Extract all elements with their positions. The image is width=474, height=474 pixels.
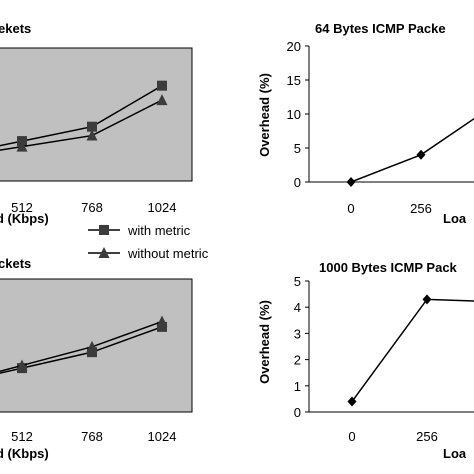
x-tick-label: 256 — [416, 429, 438, 444]
y-axis-label: Overhead (%) — [257, 300, 272, 384]
chart-title: ekets — [0, 21, 31, 36]
triangle-marker — [16, 359, 28, 371]
chart-bottom-left: ckets 512 768 1024 d (Kbps) — [0, 256, 193, 461]
plot-area — [0, 47, 193, 182]
x-axis-label: d (Kbps) — [0, 211, 49, 226]
triangle-marker — [86, 340, 98, 352]
series-line — [0, 85, 163, 147]
diamond-marker — [347, 396, 357, 407]
chart-top-left: ekets 512 768 1024 d (Kbps) — [0, 21, 193, 226]
y-tick-label: 15 — [287, 73, 301, 88]
y-tick-label: 5 — [294, 274, 301, 289]
square-marker — [157, 321, 167, 332]
y-tick-label: 4 — [294, 300, 301, 315]
series-line — [0, 320, 163, 373]
series-line — [0, 326, 163, 374]
triangle-marker — [98, 247, 110, 258]
legend-label: without metric — [127, 246, 209, 261]
x-tick-label: 512 — [11, 429, 33, 444]
x-axis-label: d (Kbps) — [0, 446, 49, 461]
y-tick-label: 2 — [294, 353, 301, 368]
diamond-marker — [416, 149, 426, 160]
chart-top-right: 64 Bytes ICMP Packe Overhead (%) 0256512… — [257, 21, 474, 226]
square-marker — [87, 121, 97, 132]
y-tick-label: 1 — [294, 379, 301, 394]
diamond-marker — [422, 294, 432, 305]
triangle-marker — [156, 94, 168, 106]
x-tick-label: 1024 — [148, 200, 177, 215]
square-marker — [99, 225, 109, 235]
square-marker — [87, 347, 97, 358]
x-tick-label: 0 — [348, 429, 355, 444]
x-tick-label: 512 — [11, 200, 33, 215]
chart-title: ckets — [0, 256, 31, 271]
legend: with metric without metric — [88, 223, 209, 261]
series-line — [350, 117, 474, 183]
x-tick-label: 256 — [410, 201, 432, 216]
x-axis-label: Loa — [443, 211, 467, 226]
y-tick-label: 20 — [287, 39, 301, 54]
x-tick-label: 1024 — [148, 429, 177, 444]
chart-bottom-right: 1000 Bytes ICMP Pack Overhead (%) 0 256 5 1… — [257, 260, 474, 461]
x-axis-label: Loa — [443, 446, 467, 461]
square-marker — [157, 80, 167, 91]
x-tick-label: 0 — [347, 201, 354, 216]
series-line — [351, 298, 474, 402]
chart-title: 64 Bytes ICMP Packe — [315, 21, 446, 36]
y-axis-label: Overhead (%) — [257, 73, 272, 157]
y-tick-label: 10 — [287, 107, 301, 122]
triangle-marker — [86, 129, 98, 141]
legend-entry-with-metric: with metric — [88, 223, 191, 238]
y-tick-label: 0 — [294, 175, 301, 190]
chart-title: 1000 Bytes ICMP Pack — [319, 260, 458, 275]
y-tick-label: 5 — [294, 141, 301, 156]
diamond-marker — [346, 177, 356, 187]
triangle-marker — [16, 140, 28, 152]
series-line — [0, 99, 163, 151]
x-tick-label: 768 — [81, 429, 103, 444]
y-tick-label: 3 — [294, 326, 301, 341]
y-tick-label: 0 — [294, 405, 301, 420]
legend-entry-without-metric: without metric — [88, 246, 209, 261]
triangle-marker — [156, 315, 168, 327]
legend-label: with metric — [127, 223, 191, 238]
x-tick-label: 768 — [81, 200, 103, 215]
